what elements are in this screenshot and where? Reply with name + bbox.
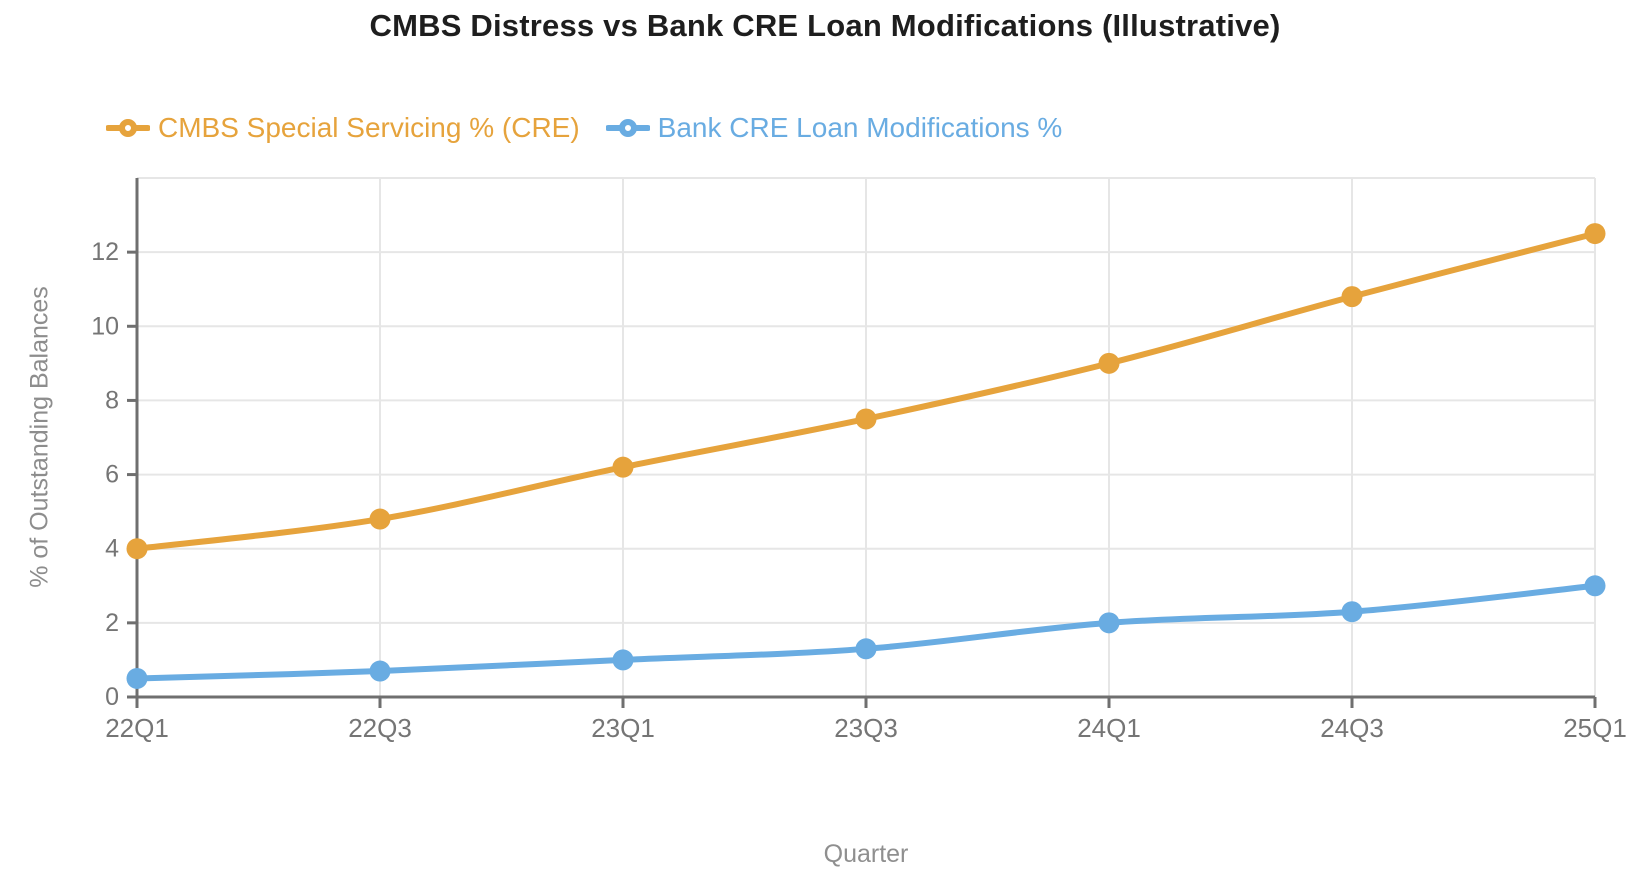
x-tick-label: 24Q3 — [1320, 713, 1384, 743]
data-point[interactable] — [612, 649, 634, 671]
legend-item-label: Bank CRE Loan Modifications % — [657, 112, 1063, 143]
y-axis-title: % of Outstanding Balances — [25, 286, 54, 588]
legend-line-marker-icon — [106, 119, 150, 137]
x-tick-label: 22Q3 — [348, 713, 412, 743]
x-tick-label: 23Q1 — [591, 713, 655, 743]
data-point[interactable] — [855, 408, 877, 430]
y-tick-label: 12 — [91, 238, 119, 266]
legend-line-marker-icon — [605, 119, 650, 137]
data-point[interactable] — [855, 638, 877, 660]
y-tick-label: 10 — [91, 312, 119, 340]
data-point[interactable] — [369, 660, 391, 682]
y-tick-label: 8 — [105, 386, 119, 414]
data-point[interactable] — [612, 456, 634, 478]
data-point[interactable] — [1584, 575, 1606, 597]
y-tick-label: 6 — [105, 461, 119, 489]
legend: CMBS Special Servicing % (CRE) Bank CRE L… — [106, 108, 1062, 148]
x-tick-label: 24Q1 — [1077, 713, 1141, 743]
x-tick-label: 23Q3 — [834, 713, 898, 743]
x-tick-label: 25Q1 — [1563, 713, 1627, 743]
data-point[interactable] — [1098, 352, 1120, 374]
data-point[interactable] — [1584, 223, 1606, 245]
data-point[interactable] — [369, 508, 391, 530]
legend-item-1[interactable]: Bank CRE Loan Modifications % — [605, 108, 1063, 148]
y-tick-label: 4 — [105, 535, 119, 563]
y-tick-label: 0 — [105, 683, 119, 711]
legend-item-label: CMBS Special Servicing % (CRE) — [158, 112, 580, 143]
x-tick-label: 22Q1 — [105, 713, 169, 743]
data-point[interactable] — [126, 667, 148, 689]
data-point[interactable] — [126, 538, 148, 560]
y-tick-label: 2 — [105, 609, 119, 637]
legend-item-0[interactable]: CMBS Special Servicing % (CRE) — [106, 108, 580, 148]
chart-title: CMBS Distress vs Bank CRE Loan Modificat… — [369, 8, 1281, 43]
data-point[interactable] — [1341, 601, 1363, 623]
data-point[interactable] — [1098, 612, 1120, 634]
data-point[interactable] — [1341, 286, 1363, 308]
x-axis-title: Quarter — [823, 840, 909, 868]
